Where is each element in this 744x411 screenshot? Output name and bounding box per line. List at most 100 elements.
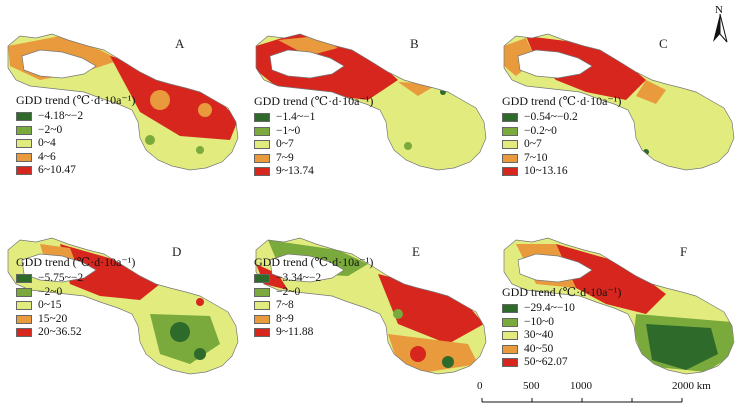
legend-swatch — [502, 344, 518, 354]
legend-label: 0~7 — [524, 138, 542, 150]
legend-swatch — [16, 112, 32, 122]
legend-title: GDD trend (℃·d·10a⁻¹) — [254, 94, 374, 108]
legend-label: 8~9 — [276, 312, 294, 325]
legend-label: −2~0 — [276, 285, 301, 298]
legend: GDD trend (℃·d·10a⁻¹) −5.75~−2 −2~0 0~15 15~… — [16, 256, 135, 340]
legend-swatch — [502, 126, 518, 136]
map-panel-b: B GDD trend (℃·d·10a⁻¹) −1.4~−1 −1~0 0~7 7~9 9… — [248, 0, 496, 200]
legend-title: GDD trend (℃·d·10a⁻¹) — [16, 93, 136, 107]
legend-item: 30~40 — [502, 329, 621, 343]
legend-item: 50~62.07 — [502, 356, 621, 370]
north-label: N — [715, 4, 723, 16]
region-map — [255, 33, 487, 171]
legend-label: −3.34~−2 — [276, 272, 322, 284]
legend-item: 7~8 — [254, 299, 373, 313]
map-panel-e: E GDD trend (℃·d·10a⁻¹) −3.34~−2 −2~0 7~8 8~9… — [248, 204, 496, 404]
legend-label: 0~7 — [276, 138, 294, 150]
legend-label: −2~0 — [38, 123, 63, 136]
region-map — [503, 237, 735, 375]
map-panel-f: F GDD trend (℃·d·10a⁻¹) −29.4~−10 −10~0 30~4… — [496, 204, 744, 404]
legend-swatch — [254, 314, 270, 324]
legend-label: 7~10 — [524, 151, 548, 164]
legend-swatch — [254, 140, 270, 150]
legend-item: −0.2~0 — [502, 125, 621, 139]
legend-item: −2~0 — [254, 286, 373, 300]
legend-label: 40~50 — [524, 342, 554, 355]
legend-label: 7~9 — [276, 151, 294, 164]
legend-item: 0~7 — [254, 138, 373, 152]
legend-title: GDD trend (℃·d·10a⁻¹) — [502, 94, 622, 108]
legend-title: GDD trend (℃·d·10a⁻¹) — [16, 255, 136, 269]
legend-label: 4~6 — [38, 150, 56, 163]
legend-item: −2~0 — [16, 124, 135, 138]
legend-swatch — [502, 304, 518, 314]
legend-swatch — [16, 125, 32, 135]
legend-item: −1.4~−1 — [254, 111, 373, 125]
region-map — [7, 237, 239, 375]
legend-label: −1.4~−1 — [276, 111, 316, 123]
legend-item: 7~9 — [254, 152, 373, 166]
map-panel-a: A GDD trend (℃·d·10a⁻¹) −4.18~−2 −2~0 0~4 4~6… — [0, 0, 248, 200]
legend-label: −10~0 — [524, 315, 554, 328]
legend-title: GDD trend (℃·d·10a⁻¹) — [502, 285, 622, 299]
legend-swatch — [16, 301, 32, 311]
north-arrow-icon — [713, 13, 728, 43]
legend-label: 20~36.52 — [38, 326, 82, 338]
legend-swatch — [254, 153, 270, 163]
legend-item: −3.34~−2 — [254, 272, 373, 286]
legend-swatch — [502, 153, 518, 163]
legend-swatch — [502, 140, 518, 150]
legend-label: −1~0 — [276, 124, 301, 137]
legend-swatch — [16, 314, 32, 324]
region-map — [503, 33, 735, 171]
legend: GDD trend (℃·d·10a⁻¹) −0.54~−0.2 −0.2~0 0~7… — [502, 95, 621, 179]
legend-swatch — [502, 113, 518, 123]
legend-swatch — [254, 113, 270, 123]
legend-swatch — [16, 152, 32, 162]
legend-swatch — [254, 287, 270, 297]
legend-swatch — [16, 287, 32, 297]
panel-letter: A — [175, 36, 185, 51]
legend-item: 9~11.88 — [254, 326, 373, 340]
region-map — [7, 33, 239, 171]
panel-letter: E — [412, 244, 420, 259]
legend-item: 0~15 — [16, 299, 135, 313]
legend-label: −0.2~0 — [524, 124, 557, 137]
legend: GDD trend (℃·d·10a⁻¹) −3.34~−2 −2~0 7~8 8~9 9… — [254, 256, 373, 340]
map-panel-c: C GDD trend (℃·d·10a⁻¹) −0.54~−0.2 −0.2~0 0~… — [496, 0, 744, 200]
legend-swatch — [502, 358, 518, 368]
legend-label: −0.54~−0.2 — [524, 111, 578, 123]
panel-letter: B — [410, 36, 419, 51]
legend-swatch — [254, 301, 270, 311]
legend: GDD trend (℃·d·10a⁻¹) −4.18~−2 −2~0 0~4 4~6 6… — [16, 94, 135, 178]
legend-label: 50~62.07 — [524, 356, 568, 368]
legend-item: −4.18~−2 — [16, 110, 135, 124]
legend-title: GDD trend (℃·d·10a⁻¹) — [254, 255, 374, 269]
legend-item: 20~36.52 — [16, 326, 135, 340]
legend-item: −10~0 — [502, 316, 621, 330]
legend-swatch — [16, 328, 32, 338]
legend-swatch — [254, 126, 270, 136]
region-map — [255, 237, 487, 375]
legend-swatch — [254, 167, 270, 177]
legend: GDD trend (℃·d·10a⁻¹) −29.4~−10 −10~0 30~40… — [502, 286, 621, 370]
legend-label: −5.75~−2 — [38, 272, 84, 284]
legend-label: 30~40 — [524, 329, 554, 341]
scale-bar: 0 500 1000 2000 km — [474, 376, 714, 406]
legend-label: −29.4~−10 — [524, 302, 575, 314]
legend-label: −4.18~−2 — [38, 110, 84, 122]
legend-item: −5.75~−2 — [16, 272, 135, 286]
legend-item: 4~6 — [16, 151, 135, 165]
legend: GDD trend (℃·d·10a⁻¹) −1.4~−1 −1~0 0~7 7~9 9~… — [254, 95, 373, 179]
legend-label: 6~10.47 — [38, 164, 76, 176]
legend-label: 9~11.88 — [276, 326, 314, 338]
scale-label-1000: 1000 — [570, 380, 592, 392]
legend-swatch — [254, 328, 270, 338]
map-panel-d: D GDD trend (℃·d·10a⁻¹) −5.75~−2 −2~0 0~15 15… — [0, 204, 248, 404]
legend-label: 0~15 — [38, 299, 62, 311]
scale-label-2000: 2000 km — [672, 380, 711, 392]
legend-item: 0~7 — [502, 138, 621, 152]
legend-item: −1~0 — [254, 125, 373, 139]
legend-label: 7~8 — [276, 299, 294, 311]
legend-item: 6~10.47 — [16, 164, 135, 178]
